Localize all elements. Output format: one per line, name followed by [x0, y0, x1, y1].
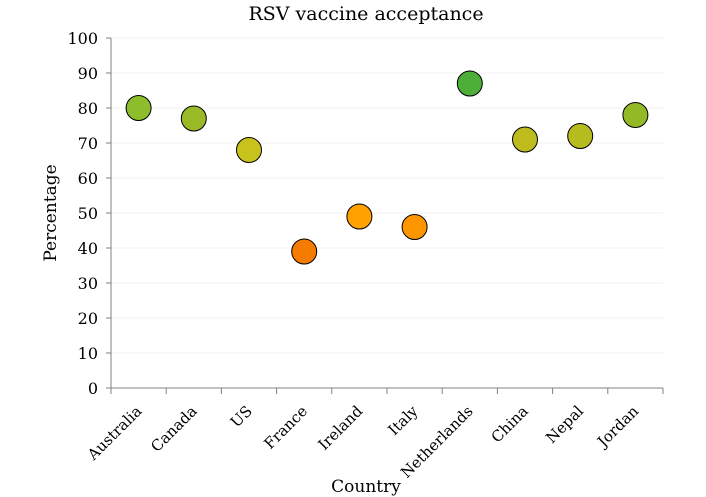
- grid-lines: [111, 37, 663, 354]
- data-point-us: [236, 137, 262, 163]
- x-tick-label-ireland: Ireland: [315, 402, 367, 454]
- y-tick-label: 40: [78, 239, 98, 258]
- x-ticks: Australia Canada US France Ireland ItalyNethe…: [83, 388, 664, 482]
- data-points: [125, 70, 649, 265]
- y-tick-label: 60: [78, 169, 98, 188]
- y-tick-label: 10: [78, 344, 98, 363]
- y-tick-label: 90: [78, 64, 98, 83]
- x-tick-label-australia: Australia: [83, 402, 145, 464]
- x-axis-label: Country: [331, 477, 401, 497]
- y-tick-label: 20: [78, 309, 98, 328]
- x-tick-label-china: China: [488, 402, 532, 446]
- data-point-ireland: [346, 203, 373, 230]
- x-tick-label-jordan: Jordan: [592, 402, 642, 452]
- data-point-jordan: [622, 102, 649, 128]
- y-ticks: 0 10 20 30 40 50 60 70 80 90 100: [67, 29, 111, 398]
- data-point-canada: [180, 105, 207, 132]
- data-point-nepal: [567, 123, 594, 149]
- y-tick-label: 70: [78, 134, 98, 153]
- x-tick-label-italy: Italy: [385, 402, 422, 439]
- chart-title: RSV vaccine acceptance: [248, 3, 483, 25]
- data-point-australia: [125, 95, 152, 121]
- y-tick-label: 100: [67, 29, 98, 48]
- data-point-italy: [401, 214, 428, 240]
- y-tick-label: 50: [78, 204, 98, 223]
- x-tick-label-nepal: Nepal: [542, 402, 587, 447]
- data-point-netherlands: [456, 70, 483, 97]
- x-tick-label-france: France: [260, 402, 311, 453]
- x-tick-label-canada: Canada: [147, 402, 200, 455]
- y-tick-label: 30: [78, 274, 98, 293]
- data-point-china: [512, 126, 538, 153]
- y-axis-label: Percentage: [41, 164, 61, 261]
- data-point-france: [291, 238, 318, 265]
- y-tick-label: 80: [78, 99, 98, 118]
- y-tick-label: 0: [88, 379, 98, 398]
- x-tick-label-us: US: [227, 402, 256, 431]
